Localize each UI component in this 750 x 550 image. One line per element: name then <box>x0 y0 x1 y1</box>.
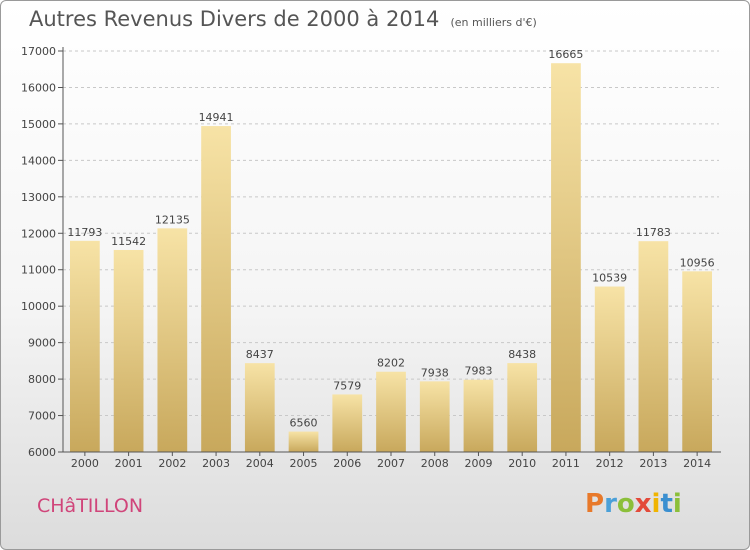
logo-letter: x <box>634 489 652 519</box>
y-tick-label: 13000 <box>21 191 56 204</box>
data-labels: 11793 11542 12135 14941 8437 6560 7579 8202 7938… <box>67 48 714 429</box>
bar <box>682 271 713 452</box>
y-tick-label: 15000 <box>21 118 56 131</box>
place-name: CHâTILLON <box>37 495 144 517</box>
y-tick-label: 17000 <box>21 45 56 58</box>
bars <box>69 63 713 452</box>
bar <box>332 394 363 452</box>
x-tick-label: 2005 <box>290 457 318 470</box>
y-tick-label: 12000 <box>21 227 56 240</box>
x-tick-label: 2010 <box>508 457 536 470</box>
y-tick-label: 7000 <box>28 410 56 423</box>
bar <box>551 63 581 452</box>
x-tick-label: 2009 <box>464 457 492 470</box>
x-tick-label: 2001 <box>115 457 143 470</box>
logo-letter: i <box>651 489 661 519</box>
x-tick-label: 2012 <box>596 457 624 470</box>
y-tick-label: 8000 <box>28 373 56 386</box>
bar <box>201 126 231 452</box>
data-label: 16665 <box>548 48 583 61</box>
logo-letter: P <box>585 489 605 519</box>
chart-title: Autres Revenus Divers de 2000 à 2014 (en… <box>29 7 537 31</box>
x-tick-label: 2011 <box>552 457 580 470</box>
axes: 6000 7000 8000 9000 10000 11000 12000 13000 1400… <box>21 45 721 470</box>
bar <box>594 286 625 452</box>
y-tick-label: 16000 <box>21 81 56 94</box>
data-label: 10956 <box>680 256 715 269</box>
x-tick-label: 2006 <box>333 457 361 470</box>
data-label: 14941 <box>199 111 234 124</box>
bar <box>419 381 450 452</box>
data-label: 11783 <box>636 226 671 239</box>
data-label: 8437 <box>246 348 274 361</box>
y-tick-label: 11000 <box>21 264 56 277</box>
bar <box>244 363 275 452</box>
y-tick-label: 9000 <box>28 337 56 350</box>
data-label: 7983 <box>464 365 492 378</box>
bar <box>463 379 494 452</box>
x-tick-label: 2008 <box>421 457 449 470</box>
data-label: 11542 <box>111 235 146 248</box>
bar <box>69 240 100 452</box>
x-tick-label: 2014 <box>683 457 711 470</box>
y-tick-label: 10000 <box>21 300 56 313</box>
bar <box>638 241 669 452</box>
y-tick-label: 14000 <box>21 154 56 167</box>
y-tick-label: 6000 <box>28 446 56 459</box>
x-tick-label: 2003 <box>202 457 230 470</box>
bar <box>157 228 188 452</box>
title-text: Autres Revenus Divers de 2000 à 2014 <box>29 7 440 31</box>
x-tick-label: 2004 <box>246 457 274 470</box>
data-label: 6560 <box>290 417 318 430</box>
data-label: 12135 <box>155 213 190 226</box>
proxiti-logo: Proxiti <box>585 489 682 519</box>
data-label: 10539 <box>592 272 627 285</box>
data-label: 8202 <box>377 357 405 370</box>
bar <box>507 363 538 452</box>
data-label: 7938 <box>421 366 449 379</box>
data-label: 8438 <box>508 348 536 361</box>
x-tick-label: 2002 <box>158 457 186 470</box>
logo-letter: i <box>672 489 682 519</box>
bar <box>288 431 319 452</box>
bar <box>113 249 144 452</box>
x-tick-label: 2000 <box>71 457 99 470</box>
logo-letter: o <box>616 489 635 519</box>
bar <box>376 371 406 452</box>
logo-letter: t <box>660 489 673 519</box>
x-tick-label: 2013 <box>639 457 667 470</box>
unit-text: (en milliers d'€) <box>450 16 537 29</box>
x-tick-label: 2007 <box>377 457 405 470</box>
logo-letter: r <box>604 489 617 519</box>
data-label: 7579 <box>333 379 361 392</box>
data-label: 11793 <box>67 226 102 239</box>
